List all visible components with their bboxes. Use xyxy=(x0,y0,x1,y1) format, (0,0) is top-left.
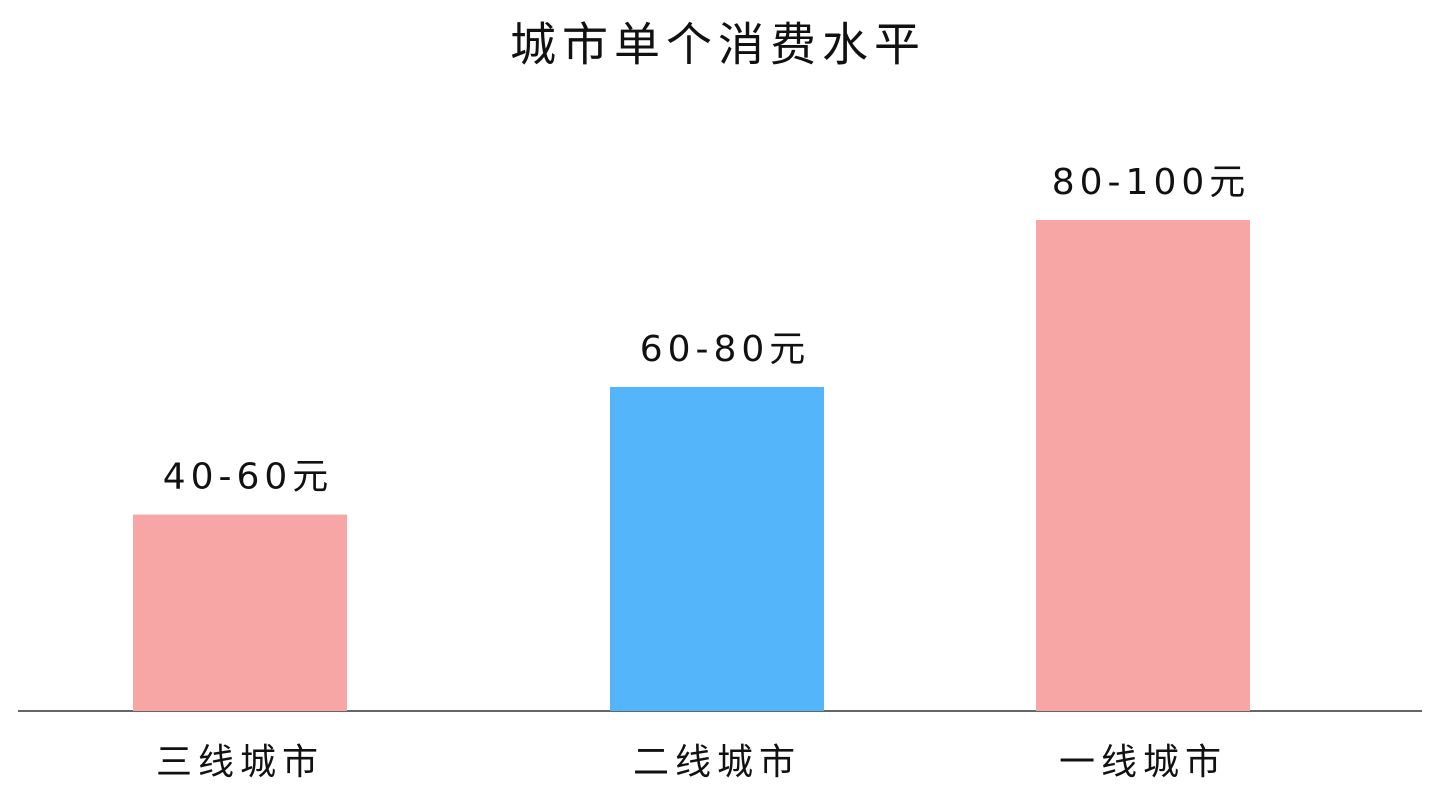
bar xyxy=(133,514,347,711)
value-label: 60-80元 xyxy=(640,329,811,370)
x-tick-label: 二线城市 xyxy=(633,742,801,783)
x-tick-label: 一线城市 xyxy=(1059,742,1227,783)
value-label: 80-100元 xyxy=(1052,162,1251,203)
bar xyxy=(610,386,824,711)
x-tick-label: 三线城市 xyxy=(156,742,324,783)
chart-title: 城市单个消费水平 xyxy=(510,18,926,72)
value-label: 40-60元 xyxy=(163,457,334,498)
bar xyxy=(1036,220,1250,711)
